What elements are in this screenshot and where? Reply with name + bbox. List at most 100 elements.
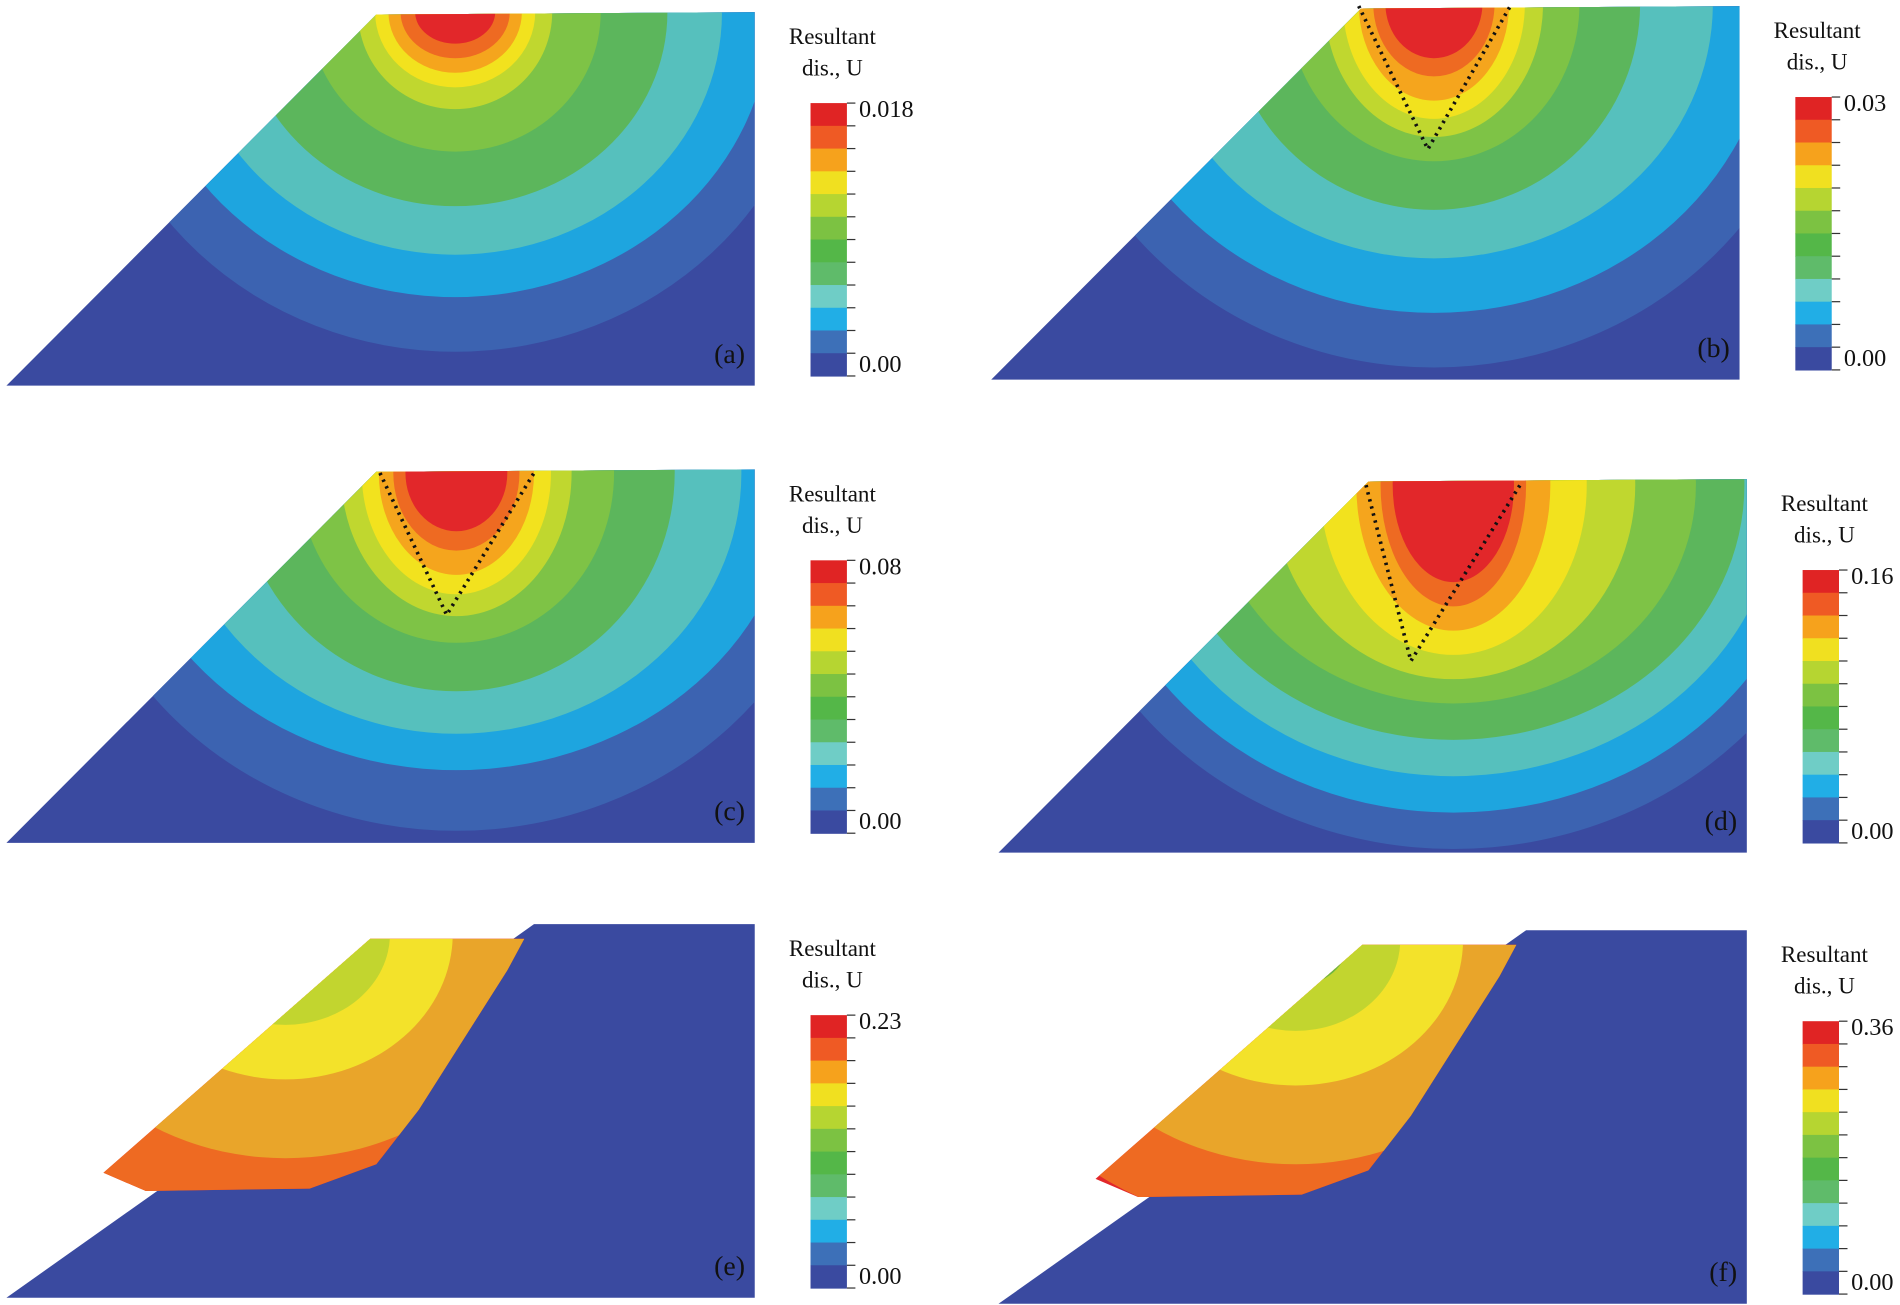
colorbar-band bbox=[1802, 592, 1840, 617]
colorbar-band bbox=[1795, 165, 1832, 189]
colorbar-band bbox=[1802, 570, 1840, 594]
colorbar-max: 0.03 bbox=[1844, 90, 1886, 117]
colorbar-band bbox=[1802, 1157, 1840, 1181]
panel-label: (c) bbox=[714, 796, 745, 827]
colorbar-band bbox=[1795, 187, 1832, 212]
colorbar-band bbox=[810, 171, 847, 195]
contours bbox=[68, 469, 755, 831]
colorbar-band bbox=[1802, 1248, 1840, 1272]
colorbar-band bbox=[810, 1174, 847, 1198]
colorbar-band bbox=[810, 1083, 847, 1107]
contours bbox=[1045, 6, 1740, 368]
colorbar-band bbox=[810, 696, 847, 721]
colorbar-band bbox=[1802, 820, 1840, 844]
legend-subtitle: dis., U bbox=[1794, 973, 1855, 999]
colorbar-max: 0.36 bbox=[1851, 1014, 1893, 1041]
colorbar-band bbox=[1795, 347, 1832, 371]
colorbar-max: 0.018 bbox=[859, 96, 914, 123]
legend-title: Resultant bbox=[789, 935, 877, 961]
panel-label: (b) bbox=[1697, 333, 1730, 364]
panel: Resultant dis., U 0.08 0.00 (c) bbox=[6, 469, 901, 843]
colorbar-band bbox=[810, 1265, 847, 1289]
legend-subtitle: dis., U bbox=[1787, 49, 1848, 75]
legend-title: Resultant bbox=[1774, 17, 1862, 43]
contour-band bbox=[1385, 6, 1483, 59]
colorbar-band bbox=[1802, 774, 1840, 799]
panel-label: (a) bbox=[714, 339, 745, 370]
colorbar-band bbox=[1795, 278, 1832, 303]
colorbar-max: 0.16 bbox=[1851, 563, 1893, 590]
legend-title: Resultant bbox=[789, 23, 877, 49]
colorbar-min: 0.00 bbox=[859, 808, 901, 835]
colorbar-min: 0.00 bbox=[1844, 345, 1886, 372]
colorbar-max: 0.08 bbox=[859, 553, 901, 580]
colorbar-min: 0.00 bbox=[1851, 1269, 1893, 1296]
contour-band bbox=[1392, 479, 1514, 583]
colorbar-band bbox=[1802, 1089, 1840, 1113]
colorbar-band bbox=[1802, 1225, 1840, 1250]
colorbar-band bbox=[810, 330, 847, 354]
colorbar-max: 0.23 bbox=[859, 1008, 901, 1035]
colorbar-band bbox=[1802, 1112, 1840, 1136]
contour-band bbox=[1191, 944, 1401, 1031]
colorbar-band bbox=[1802, 683, 1840, 708]
colorbar-band bbox=[810, 1037, 847, 1062]
colorbar-band bbox=[1802, 751, 1840, 776]
colorbar-band bbox=[1795, 233, 1832, 257]
contour-band bbox=[232, 938, 339, 980]
colorbar-band bbox=[1802, 1066, 1840, 1091]
colorbar-band bbox=[1795, 256, 1832, 280]
panel: Resultant dis., U 0.16 0.00 (d) bbox=[998, 479, 1894, 853]
colorbar-band bbox=[810, 674, 847, 698]
legend-title: Resultant bbox=[1781, 941, 1869, 967]
colorbar-band bbox=[810, 148, 847, 172]
colorbar-band bbox=[810, 216, 847, 241]
colorbar-band bbox=[1795, 97, 1832, 121]
colorbar-min: 0.00 bbox=[859, 1263, 901, 1290]
slip-surface bbox=[1364, 484, 1522, 666]
colorbar-band bbox=[810, 1219, 847, 1244]
colorbar-band bbox=[1795, 324, 1832, 348]
panel: Resultant dis., U 0.018 0.00 (a) bbox=[6, 12, 914, 386]
colorbar-band bbox=[810, 307, 847, 332]
colorbar-band bbox=[1802, 1271, 1840, 1295]
contours bbox=[1053, 479, 1747, 849]
colorbar-min: 0.00 bbox=[859, 351, 901, 378]
colorbar-band bbox=[1802, 1021, 1840, 1045]
colorbar-band bbox=[810, 742, 847, 766]
legend-title: Resultant bbox=[789, 480, 877, 506]
colorbar-band bbox=[810, 719, 847, 743]
colorbar-band bbox=[810, 810, 847, 834]
colorbar-band bbox=[1802, 638, 1840, 662]
colorbar-band bbox=[1795, 119, 1832, 144]
colorbar-band bbox=[1802, 660, 1840, 685]
legend-title: Resultant bbox=[1781, 490, 1869, 516]
colorbar-band bbox=[1802, 1180, 1840, 1204]
colorbar-band bbox=[810, 628, 847, 652]
colorbar-band bbox=[810, 1197, 847, 1221]
colorbar-band bbox=[1795, 142, 1832, 166]
colorbar-min: 0.00 bbox=[1851, 818, 1893, 845]
colorbar-band bbox=[1802, 729, 1840, 753]
colorbar-band bbox=[810, 239, 847, 263]
colorbar-band bbox=[810, 560, 847, 584]
slip-surface bbox=[1357, 5, 1512, 154]
colorbar-band bbox=[1802, 1203, 1840, 1227]
colorbar-band bbox=[810, 1128, 847, 1153]
slip-surface bbox=[378, 472, 536, 619]
colorbar-band bbox=[1802, 1134, 1840, 1159]
colorbar-band bbox=[810, 1242, 847, 1266]
colorbar-band bbox=[810, 787, 847, 812]
colorbar-band bbox=[1802, 615, 1840, 639]
contour-band bbox=[180, 938, 390, 1025]
legend-subtitle: dis., U bbox=[802, 967, 863, 993]
colorbar-band bbox=[810, 194, 847, 218]
colorbar-band bbox=[810, 1106, 847, 1130]
colorbar-band bbox=[810, 1015, 847, 1039]
colorbar-band bbox=[1795, 210, 1832, 235]
colorbar-band bbox=[1802, 797, 1840, 821]
colorbar-band bbox=[810, 764, 847, 789]
panel: Resultant dis., U 0.03 0.00 (b) bbox=[991, 5, 1886, 380]
panel-label: (f) bbox=[1709, 1257, 1737, 1288]
